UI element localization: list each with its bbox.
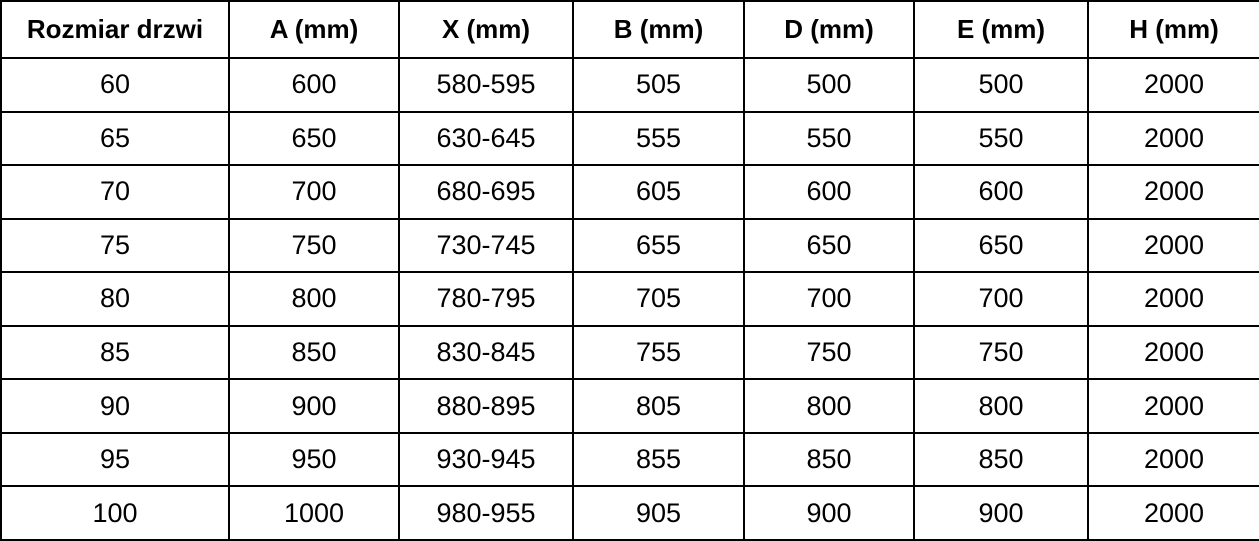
table-cell: 1000 (228, 485, 400, 541)
table-cell: 70 (0, 164, 230, 220)
table-cell: 800 (913, 378, 1089, 434)
column-header-x-mm: X (mm) (398, 0, 574, 59)
table-cell: 65 (0, 110, 230, 167)
table-cell: 800 (743, 378, 915, 434)
table-cell: 555 (572, 110, 745, 167)
table-row: 85 850 830-845 755 750 750 2000 (0, 324, 1259, 381)
table-cell: 2000 (1087, 378, 1259, 434)
table-row: 80 800 780-795 705 700 700 2000 (0, 271, 1259, 327)
table-cell: 2000 (1087, 271, 1259, 327)
table-cell: 2000 (1087, 485, 1259, 541)
column-header-e-mm: E (mm) (913, 0, 1089, 59)
table-cell: 80 (0, 271, 230, 327)
table-cell: 950 (228, 431, 400, 488)
table-cell: 900 (743, 485, 915, 541)
table-header-row: Rozmiar drzwi A (mm) X (mm) B (mm) D (mm… (0, 0, 1259, 59)
table-cell: 750 (228, 217, 400, 274)
table-cell: 680-695 (398, 164, 574, 220)
table-cell: 880-895 (398, 378, 574, 434)
table-cell: 630-645 (398, 110, 574, 167)
table-cell: 900 (913, 485, 1089, 541)
table-row: 75 750 730-745 655 650 650 2000 (0, 217, 1259, 274)
table-cell: 655 (572, 217, 745, 274)
column-header-rozmiar-drzwi: Rozmiar drzwi (0, 0, 230, 59)
column-header-b-mm: B (mm) (572, 0, 745, 59)
table-cell: 805 (572, 378, 745, 434)
table-cell: 580-595 (398, 57, 574, 113)
table-cell: 95 (0, 431, 230, 488)
table-row: 100 1000 980-955 905 900 900 2000 (0, 485, 1259, 541)
table-row: 70 700 680-695 605 600 600 2000 (0, 164, 1259, 220)
table-cell: 550 (743, 110, 915, 167)
table-cell: 900 (228, 378, 400, 434)
table-cell: 2000 (1087, 431, 1259, 488)
table-cell: 905 (572, 485, 745, 541)
table-cell: 600 (228, 57, 400, 113)
table-cell: 830-845 (398, 324, 574, 381)
table-cell: 85 (0, 324, 230, 381)
table-cell: 850 (913, 431, 1089, 488)
table-cell: 850 (743, 431, 915, 488)
table-cell: 2000 (1087, 324, 1259, 381)
table-cell: 605 (572, 164, 745, 220)
table-row: 95 950 930-945 855 850 850 2000 (0, 431, 1259, 488)
column-header-a-mm: A (mm) (228, 0, 400, 59)
table-body: 60 600 580-595 505 500 500 2000 65 650 630-645 555… (0, 57, 1259, 541)
table-cell: 930-945 (398, 431, 574, 488)
table-cell: 700 (743, 271, 915, 327)
table-cell: 700 (228, 164, 400, 220)
table-cell: 550 (913, 110, 1089, 167)
table-cell: 75 (0, 217, 230, 274)
column-header-d-mm: D (mm) (743, 0, 915, 59)
table-cell: 750 (913, 324, 1089, 381)
table-cell: 2000 (1087, 57, 1259, 113)
column-header-h-mm: H (mm) (1087, 0, 1259, 59)
table-cell: 90 (0, 378, 230, 434)
table-cell: 855 (572, 431, 745, 488)
table-row: 65 650 630-645 555 550 550 2000 (0, 110, 1259, 167)
table-row: 90 900 880-895 805 800 800 2000 (0, 378, 1259, 434)
table-cell: 2000 (1087, 164, 1259, 220)
table-cell: 500 (913, 57, 1089, 113)
table-cell: 2000 (1087, 110, 1259, 167)
table-cell: 600 (913, 164, 1089, 220)
table-cell: 755 (572, 324, 745, 381)
table-cell: 100 (0, 485, 230, 541)
table-cell: 850 (228, 324, 400, 381)
table-cell: 500 (743, 57, 915, 113)
table-cell: 705 (572, 271, 745, 327)
table-cell: 980-955 (398, 485, 574, 541)
table-cell: 60 (0, 57, 230, 113)
table-cell: 700 (913, 271, 1089, 327)
table-cell: 600 (743, 164, 915, 220)
table-cell: 800 (228, 271, 400, 327)
table-cell: 2000 (1087, 217, 1259, 274)
table-cell: 780-795 (398, 271, 574, 327)
table-row: 60 600 580-595 505 500 500 2000 (0, 57, 1259, 113)
table-cell: 650 (913, 217, 1089, 274)
table-cell: 505 (572, 57, 745, 113)
table-cell: 650 (743, 217, 915, 274)
table-cell: 750 (743, 324, 915, 381)
table-cell: 650 (228, 110, 400, 167)
table-cell: 730-745 (398, 217, 574, 274)
